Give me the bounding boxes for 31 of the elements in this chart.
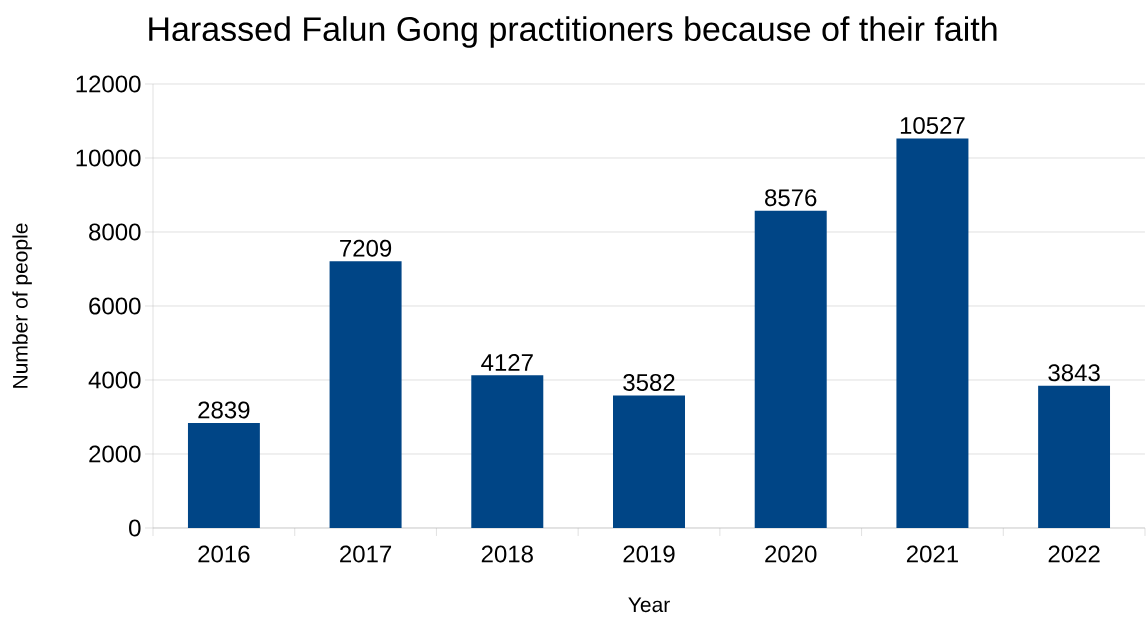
bar [187, 422, 260, 528]
data-label: 10527 [900, 116, 965, 134]
data-label: 2839 [198, 401, 250, 419]
y-tick-label: 4000 [88, 371, 141, 389]
x-tick-label: 2017 [340, 545, 392, 563]
bar [471, 375, 544, 528]
x-tick-label: 2020 [765, 545, 817, 563]
bar [1038, 385, 1111, 528]
bar [329, 261, 402, 528]
data-label: 3843 [1048, 364, 1100, 382]
data-label: 8576 [765, 189, 817, 207]
x-tick-label: 2021 [906, 545, 958, 563]
data-label: 3582 [623, 373, 675, 391]
data-label: 4127 [481, 354, 533, 371]
y-tick-label: 6000 [89, 297, 141, 315]
y-tick-label: 12000 [76, 75, 141, 93]
y-tick-label: 8000 [89, 223, 141, 241]
bar [613, 395, 685, 528]
x-axis-title: Year [628, 597, 670, 613]
y-tick-label: 10000 [76, 149, 141, 167]
bar [896, 138, 969, 528]
bar [754, 210, 827, 528]
x-tick-label: 2019 [623, 545, 675, 563]
x-tick-label: 2016 [198, 545, 250, 563]
data-label: 7209 [340, 239, 392, 257]
chart-title: Harassed Falun Gong practitioners because of their faith [149, 16, 997, 48]
y-tick-label: 2000 [89, 445, 141, 463]
x-tick-label: 2022 [1048, 545, 1100, 563]
x-tick-label: 2018 [481, 545, 533, 563]
y-axis-title: Number of people [12, 223, 32, 388]
y-tick-label: 0 [129, 519, 141, 537]
